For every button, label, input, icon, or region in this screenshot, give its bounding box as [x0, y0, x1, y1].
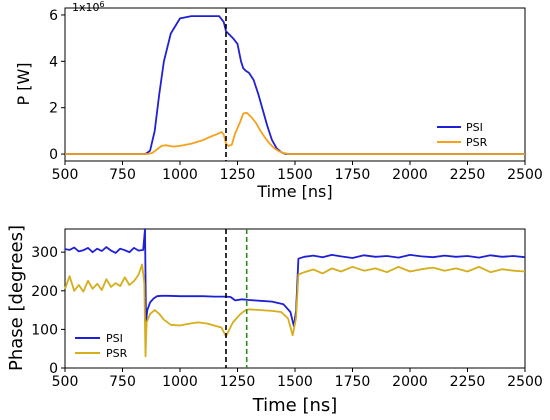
phase-x-axis-label: Time [ns]: [252, 395, 338, 416]
phase-x-tick-label: 1000: [162, 374, 198, 390]
power-y-tick-label: 0: [49, 147, 58, 163]
phase-x-tick-label: 750: [109, 374, 136, 390]
power-x-tick-label: 1000: [162, 167, 198, 183]
phase-y-axis-label: Phase [degrees]: [6, 225, 27, 371]
power-series-lines: [65, 15, 525, 155]
power-x-tick-label: 750: [109, 167, 136, 183]
power-y-ticks: 0 2 4 6: [49, 8, 65, 163]
phase-vlines: [225, 229, 248, 368]
phase-legend-psr-label: PSR: [106, 347, 128, 360]
phase-x-tick-label: 1250: [220, 374, 256, 390]
power-y-tick-label: 4: [49, 54, 58, 70]
power-y-multiplier: 1x106: [72, 0, 105, 14]
phase-chart: 500 750 1000 1250 1500 1750 2000 2250 2500 0 100 2…: [6, 225, 543, 416]
phase-x-tick-label: 2250: [450, 374, 486, 390]
power-x-tick-label: 500: [52, 167, 79, 183]
phase-x-ticks: 500 750 1000 1250 1500 1750 2000 2250 2500: [52, 368, 543, 390]
phase-y-tick-label: 200: [31, 284, 58, 300]
phase-series-psi-line: [64, 228, 526, 328]
power-chart: 500 750 1000 1250 1500 1750 2000 2250 2500 0246 …: [14, 0, 543, 201]
power-x-axis-label: Time [ns]: [256, 182, 332, 201]
power-x-tick-label: 1250: [220, 167, 256, 183]
phase-x-tick-label: 2500: [507, 374, 543, 390]
phase-series-lines: [64, 228, 526, 358]
phase-x-tick-label: 2000: [392, 374, 428, 390]
power-legend-psi-label: PSI: [466, 121, 483, 134]
power-y-tick-label: 6: [49, 8, 58, 24]
power-x-tick-label: 1750: [335, 167, 371, 183]
power-x-tick-label: 1500: [277, 167, 313, 183]
phase-plot-frame: [64, 228, 526, 369]
phase-legend-psi-label: PSI: [106, 332, 123, 345]
power-legend: PSI PSR: [437, 121, 488, 149]
power-y-tick-label: 2: [49, 101, 58, 117]
power-plot-frame: [64, 7, 526, 162]
power-legend-psr-label: PSR: [466, 136, 488, 149]
phase-y-tick-label: 100: [31, 322, 58, 338]
power-x-tick-label: 2500: [507, 167, 543, 183]
phase-y-tick-label: 300: [31, 245, 58, 261]
power-series-psr-line: [65, 111, 525, 155]
phase-x-tick-label: 500: [52, 374, 79, 390]
phase-x-tick-label: 1500: [277, 374, 313, 390]
phase-y-tick-label: 0: [49, 361, 58, 377]
power-x-tick-label: 2000: [392, 167, 428, 183]
phase-x-tick-label: 1750: [335, 374, 371, 390]
power-x-ticks: 500 750 1000 1250 1500 1750 2000 2250 2500: [52, 161, 543, 183]
phase-y-ticks: 0 100 200 300: [31, 245, 65, 377]
phase-legend: PSI PSR: [75, 332, 128, 360]
power-y-axis-label: P [W]: [14, 62, 33, 105]
power-series-psi-line: [65, 15, 525, 155]
phase-series-psr-line: [64, 263, 526, 358]
power-x-tick-label: 2250: [450, 167, 486, 183]
